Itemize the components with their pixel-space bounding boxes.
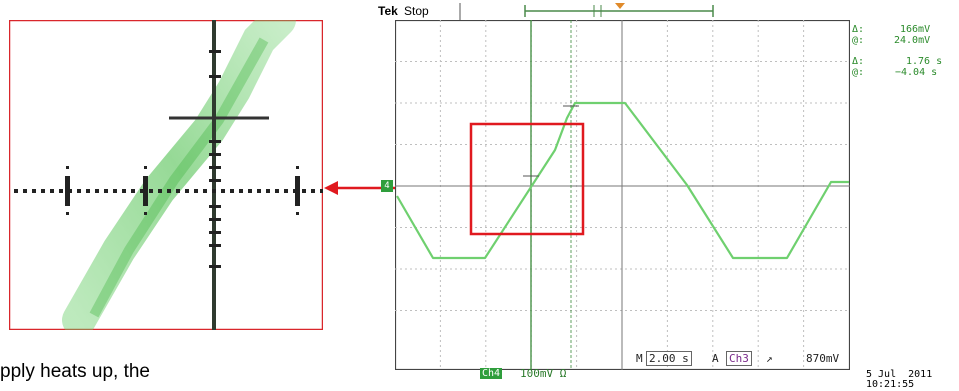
scope-brand: Tek	[378, 4, 398, 18]
zoom-trace	[62, 20, 296, 330]
trigger-channel: Ch3	[726, 351, 752, 366]
time-at-value: −4.04 s	[895, 67, 938, 78]
trigger-slope-icon: ↗	[766, 352, 773, 365]
time-delta-value: 1.76 s	[906, 56, 943, 67]
channel-4-badge: Ch4	[480, 368, 503, 379]
acquisition-state: Stop	[404, 4, 429, 18]
trigger-position-bar	[459, 3, 714, 20]
time-delta-label: Δ:	[852, 56, 865, 67]
zoom-axis-ticks	[65, 50, 300, 268]
voltage-delta-value: 166mV	[900, 24, 931, 35]
capture-date: 5 Jul 2011	[866, 369, 933, 380]
timebase-value: 2.00 s	[646, 351, 692, 366]
trigger-mode-label: A	[712, 352, 719, 365]
zoom-trace-core	[89, 37, 269, 318]
zoom-highlight-box	[469, 122, 585, 236]
caption-text: pply heats up, the	[0, 361, 150, 382]
voltage-at-label: @:	[852, 35, 865, 46]
zoom-inset	[9, 20, 323, 330]
channel-4-trace	[396, 101, 849, 260]
channel-ground-marker: 4	[381, 180, 393, 192]
timebase-label: M	[636, 352, 643, 365]
voltage-at-value: 24.0mV	[894, 35, 931, 46]
channel-4-scale: 100mV Ω	[520, 367, 567, 380]
voltage-delta-label: Δ:	[852, 24, 865, 35]
time-at-label: @:	[852, 67, 865, 78]
scope-graticule	[395, 20, 850, 370]
capture-time: 10:21:55	[866, 379, 915, 390]
trigger-level: 870mV	[806, 352, 840, 365]
